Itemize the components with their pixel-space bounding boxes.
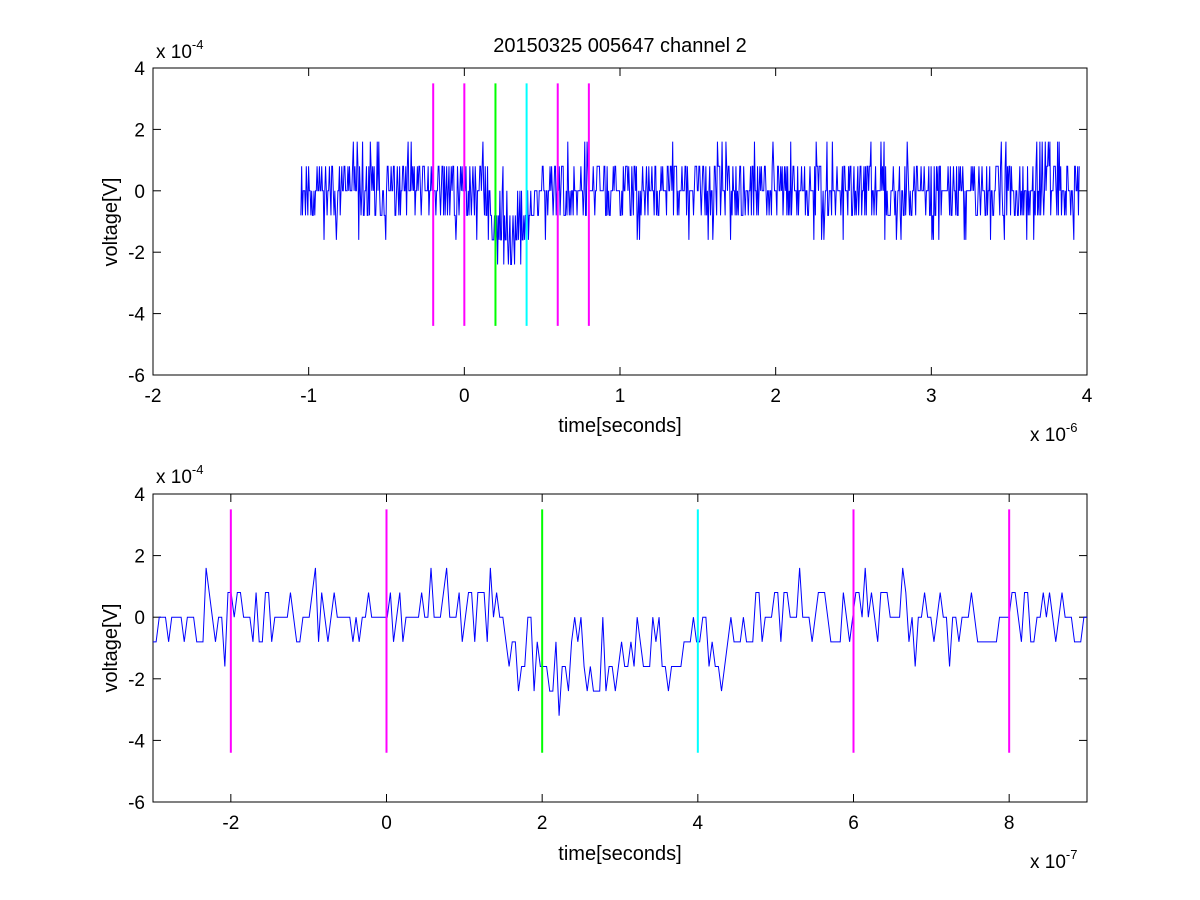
top-y-tick-label: 2 xyxy=(134,120,145,141)
bottom-x-tick-label: 2 xyxy=(537,813,548,834)
top-x-multiplier-base: x 10 xyxy=(1030,425,1066,446)
bottom-y-multiplier-exp: -4 xyxy=(192,462,204,477)
top-x-tick-label: 1 xyxy=(615,386,626,407)
bottom-x-tick-label: 4 xyxy=(693,813,704,834)
bottom-axes-box xyxy=(152,493,1088,803)
bottom-x-axis-label: time[seconds] xyxy=(558,843,681,865)
bottom-x-tick-label: 6 xyxy=(848,813,859,834)
bottom-x-tick-label: 0 xyxy=(381,813,392,834)
bottom-y-multiplier-base: x 10 xyxy=(156,467,192,488)
top-y-tick-label: -6 xyxy=(128,366,145,387)
top-axes-box xyxy=(152,67,1088,376)
top-y-tick-label: -2 xyxy=(128,243,145,264)
top-y-multiplier: x 10-4 xyxy=(156,37,203,63)
bottom-y-tick-label: 0 xyxy=(134,608,145,629)
top-x-multiplier: x 10-6 xyxy=(1030,420,1077,446)
bottom-y-tick-label: -6 xyxy=(128,793,145,814)
top-x-axis-label: time[seconds] xyxy=(558,415,681,437)
top-x-tick-label: 3 xyxy=(926,386,937,407)
top-y-tick-label: 0 xyxy=(134,182,145,203)
bottom-x-multiplier-base: x 10 xyxy=(1030,852,1066,873)
bottom-y-tick-label: 4 xyxy=(134,485,145,506)
bottom-y-tick-label: -2 xyxy=(128,670,145,691)
bottom-y-axis-label: voltage[V] xyxy=(100,604,122,693)
top-x-multiplier-exp: -6 xyxy=(1066,420,1078,435)
bottom-x-tick-label: 8 xyxy=(1004,813,1015,834)
top-y-multiplier-exp: -4 xyxy=(192,37,204,52)
bottom-x-multiplier: x 10-7 xyxy=(1030,847,1077,873)
top-x-tick-label: 4 xyxy=(1082,386,1093,407)
top-y-multiplier-base: x 10 xyxy=(156,42,192,63)
top-y-tick-label: 4 xyxy=(134,59,145,80)
top-y-axis-label: voltage[V] xyxy=(100,178,122,267)
top-x-tick-label: -1 xyxy=(300,386,317,407)
bottom-signal-line xyxy=(153,567,1087,716)
bottom-plot: time[seconds] voltage[V] x 10-4 x 10-7 -… xyxy=(100,462,1088,873)
top-x-tick-label: 0 xyxy=(459,386,470,407)
top-plot: 20150325 005647 channel 2 time[seconds] … xyxy=(100,35,1093,446)
bottom-x-tick-label: -2 xyxy=(222,813,239,834)
bottom-y-tick-label: 2 xyxy=(134,547,145,568)
bottom-y-multiplier: x 10-4 xyxy=(156,462,203,488)
top-signal-line xyxy=(300,141,1080,265)
chart-title: 20150325 005647 channel 2 xyxy=(493,35,747,57)
top-y-tick-label: -4 xyxy=(128,305,145,326)
top-x-tick-label: 2 xyxy=(770,386,781,407)
bottom-y-tick-label: -4 xyxy=(128,731,145,752)
bottom-x-multiplier-exp: -7 xyxy=(1066,847,1078,862)
top-x-tick-label: -2 xyxy=(145,386,162,407)
